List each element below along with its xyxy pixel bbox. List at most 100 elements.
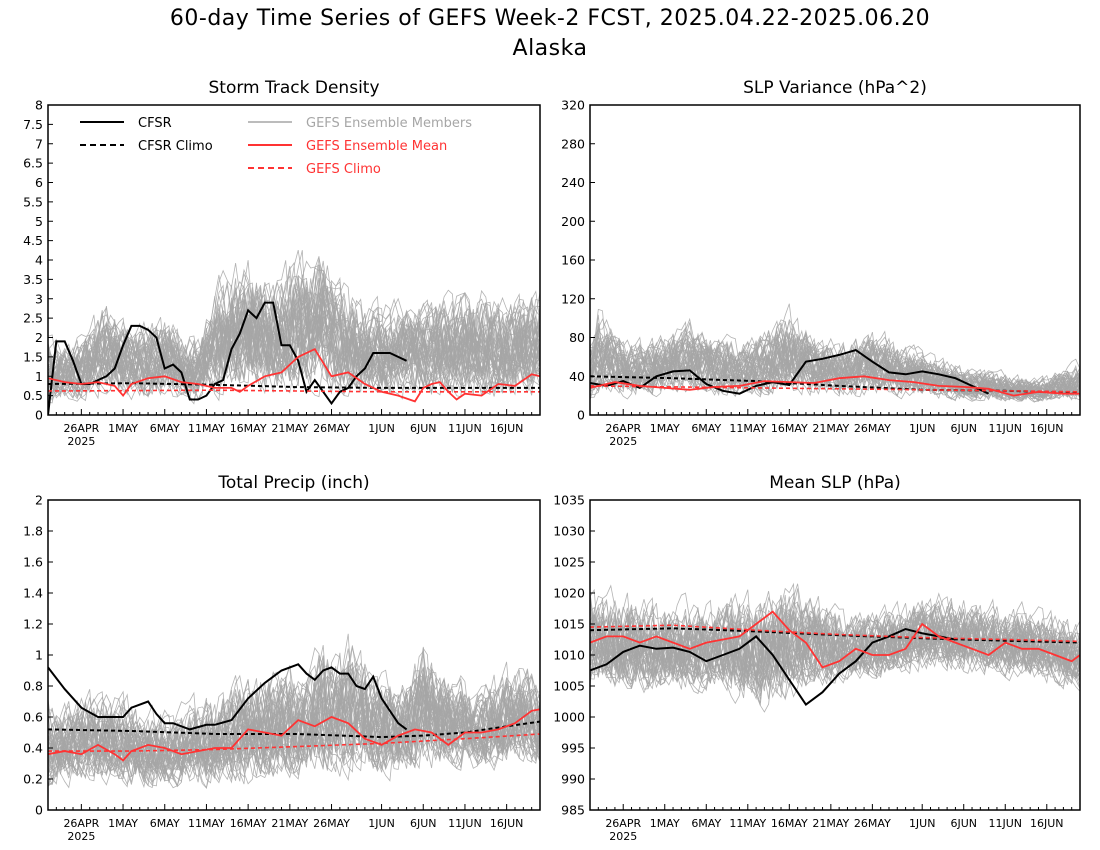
meanslp-plot-area: [590, 582, 1080, 713]
meanslp-xtick-label: 26APR: [605, 817, 641, 830]
slpvar-ytick-label: 40: [569, 369, 585, 384]
precip-ytick-label: 1: [35, 648, 43, 663]
chart-title-line1: 60-day Time Series of GEFS Week-2 FCST, …: [169, 6, 931, 31]
precip-xtick-label: 16JUN: [490, 817, 524, 830]
precip-panel: Total Precip (inch) 0 0.2 0.4 0.6 0.8 1 1.2 1.4 1…: [23, 473, 541, 843]
precip-ytick-label: 1.6: [23, 555, 43, 570]
legend-label-cfsr-climo: CFSR Climo: [138, 139, 213, 154]
storm-ytick-label: 2.5: [23, 311, 43, 326]
legend-label-ens-mean: GEFS Ensemble Mean: [306, 139, 447, 154]
storm-member-line: [48, 278, 540, 399]
storm-xtick-label: 26MAY: [313, 422, 350, 435]
storm-member-line: [48, 250, 540, 388]
precip-ytick-label: 2: [35, 493, 43, 508]
storm-xtick-label: 1MAY: [108, 422, 138, 435]
slpvar-cfsr-line: [590, 349, 990, 395]
slpvar-member-line: [590, 335, 1080, 402]
storm-member-line: [48, 275, 540, 400]
storm-ytick-label: 5: [35, 214, 43, 229]
slpvar-xtick-label: 6MAY: [691, 422, 721, 435]
storm-title: Storm Track Density: [208, 78, 379, 98]
meanslp-ytick-label: 1010: [553, 648, 585, 663]
slpvar-plot-area: [590, 303, 1080, 403]
storm-xtick-label: 21MAY: [271, 422, 308, 435]
slpvar-title: SLP Variance (hPa^2): [743, 78, 927, 98]
meanslp-panel: Mean SLP (hPa) 985 990 995 1000 1005 1010 1015 1…: [553, 473, 1081, 843]
precip-title: Total Precip (inch): [217, 473, 369, 493]
storm-cfsr-climo-line: [48, 382, 540, 389]
precip-xtick-label: 26APR: [63, 817, 99, 830]
meanslp-xtick-label: 6JUN: [950, 817, 977, 830]
chart-title-region: Alaska: [512, 36, 588, 61]
slpvar-member-line: [590, 318, 1080, 402]
storm-xtick-label: 11JUN: [448, 422, 482, 435]
precip-xtick-year: 2025: [67, 830, 95, 843]
slpvar-ytick-label: 0: [577, 408, 585, 423]
meanslp-ens-mean-line: [590, 610, 1080, 669]
storm-xtick-label: 26APR: [63, 422, 99, 435]
storm-ytick-label: 1: [35, 369, 43, 384]
meanslp-ytick-label: 1030: [553, 524, 585, 539]
precip-xtick-label: 6MAY: [150, 817, 180, 830]
slpvar-panel: SLP Variance (hPa^2) 0 40 80 120 160 200 240 280…: [561, 78, 1081, 448]
legend-label-gefs-climo: GEFS Climo: [306, 162, 381, 177]
precip-member-line: [48, 655, 540, 785]
precip-xtick-label: 11JUN: [448, 817, 482, 830]
precip-ytick-label: 0.8: [23, 679, 43, 694]
slpvar-ytick-label: 80: [569, 330, 585, 345]
storm-ytick-label: 6: [35, 175, 43, 190]
meanslp-ytick-label: 1015: [553, 617, 585, 632]
precip-ytick-label: 1.2: [23, 617, 43, 632]
precip-xtick-label: 1JUN: [368, 817, 395, 830]
precip-ensemble-members: [48, 633, 540, 789]
precip-cfsr-line: [48, 663, 408, 731]
storm-member-line: [48, 282, 540, 404]
precip-plot-area: [48, 633, 540, 789]
meanslp-xtick-year: 2025: [609, 830, 637, 843]
storm-xtick-label: 6MAY: [150, 422, 180, 435]
legend-label-cfsr: CFSR: [138, 116, 172, 131]
slpvar-xtick-label: 11JUN: [988, 422, 1022, 435]
storm-ytick-label: 8: [35, 98, 43, 113]
meanslp-xtick-label: 16JUN: [1030, 817, 1064, 830]
slpvar-xtick-label: 1MAY: [650, 422, 680, 435]
slpvar-xtick-label: 16MAY: [771, 422, 808, 435]
precip-xtick-label: 26MAY: [313, 817, 350, 830]
storm-member-line: [48, 286, 540, 395]
storm-member-line: [48, 287, 540, 401]
slpvar-ytick-label: 160: [561, 253, 585, 268]
precip-ytick-label: 0.2: [23, 772, 43, 787]
slpvar-ytick-label: 280: [561, 136, 585, 151]
storm-panel: Storm Track Density 0 0.5 1 1.5 2 2.5 3 3.5 4 4.5 5…: [23, 78, 541, 448]
slpvar-member-line: [590, 341, 1080, 399]
legend: CFSR CFSR Climo GEFS Ensemble Members GEFS …: [80, 116, 472, 177]
precip-ens-mean-line: [48, 708, 540, 762]
storm-cfsr-line: [48, 301, 408, 415]
precip-xtick-label: 1MAY: [108, 817, 138, 830]
meanslp-ytick-label: 1035: [553, 493, 585, 508]
storm-ytick-label: 1.5: [23, 349, 43, 364]
precip-ytick-label: 0.6: [23, 710, 43, 725]
slpvar-xtick-label: 11MAY: [729, 422, 766, 435]
storm-xtick-year: 2025: [67, 435, 95, 448]
slpvar-xtick-label: 16JUN: [1030, 422, 1064, 435]
slpvar-xtick-label: 1JUN: [909, 422, 936, 435]
storm-member-line: [48, 258, 540, 397]
legend-label-members: GEFS Ensemble Members: [306, 116, 472, 131]
meanslp-title: Mean SLP (hPa): [769, 473, 901, 493]
slpvar-xtick-year: 2025: [609, 435, 637, 448]
storm-member-line: [48, 292, 540, 400]
slpvar-xtick-label: 26APR: [605, 422, 641, 435]
slpvar-ytick-label: 200: [561, 214, 585, 229]
storm-member-line: [48, 273, 540, 402]
slpvar-xtick-label: 6JUN: [950, 422, 977, 435]
storm-ytick-label: 4.5: [23, 233, 43, 248]
meanslp-ytick-label: 1020: [553, 586, 585, 601]
slpvar-xtick-label: 21MAY: [812, 422, 849, 435]
precip-member-line: [48, 645, 540, 777]
meanslp-xtick-label: 11MAY: [729, 817, 766, 830]
storm-ens-mean-line: [48, 347, 540, 403]
slpvar-gefs-climo-line: [590, 385, 1080, 393]
precip-ytick-label: 0.4: [23, 741, 43, 756]
